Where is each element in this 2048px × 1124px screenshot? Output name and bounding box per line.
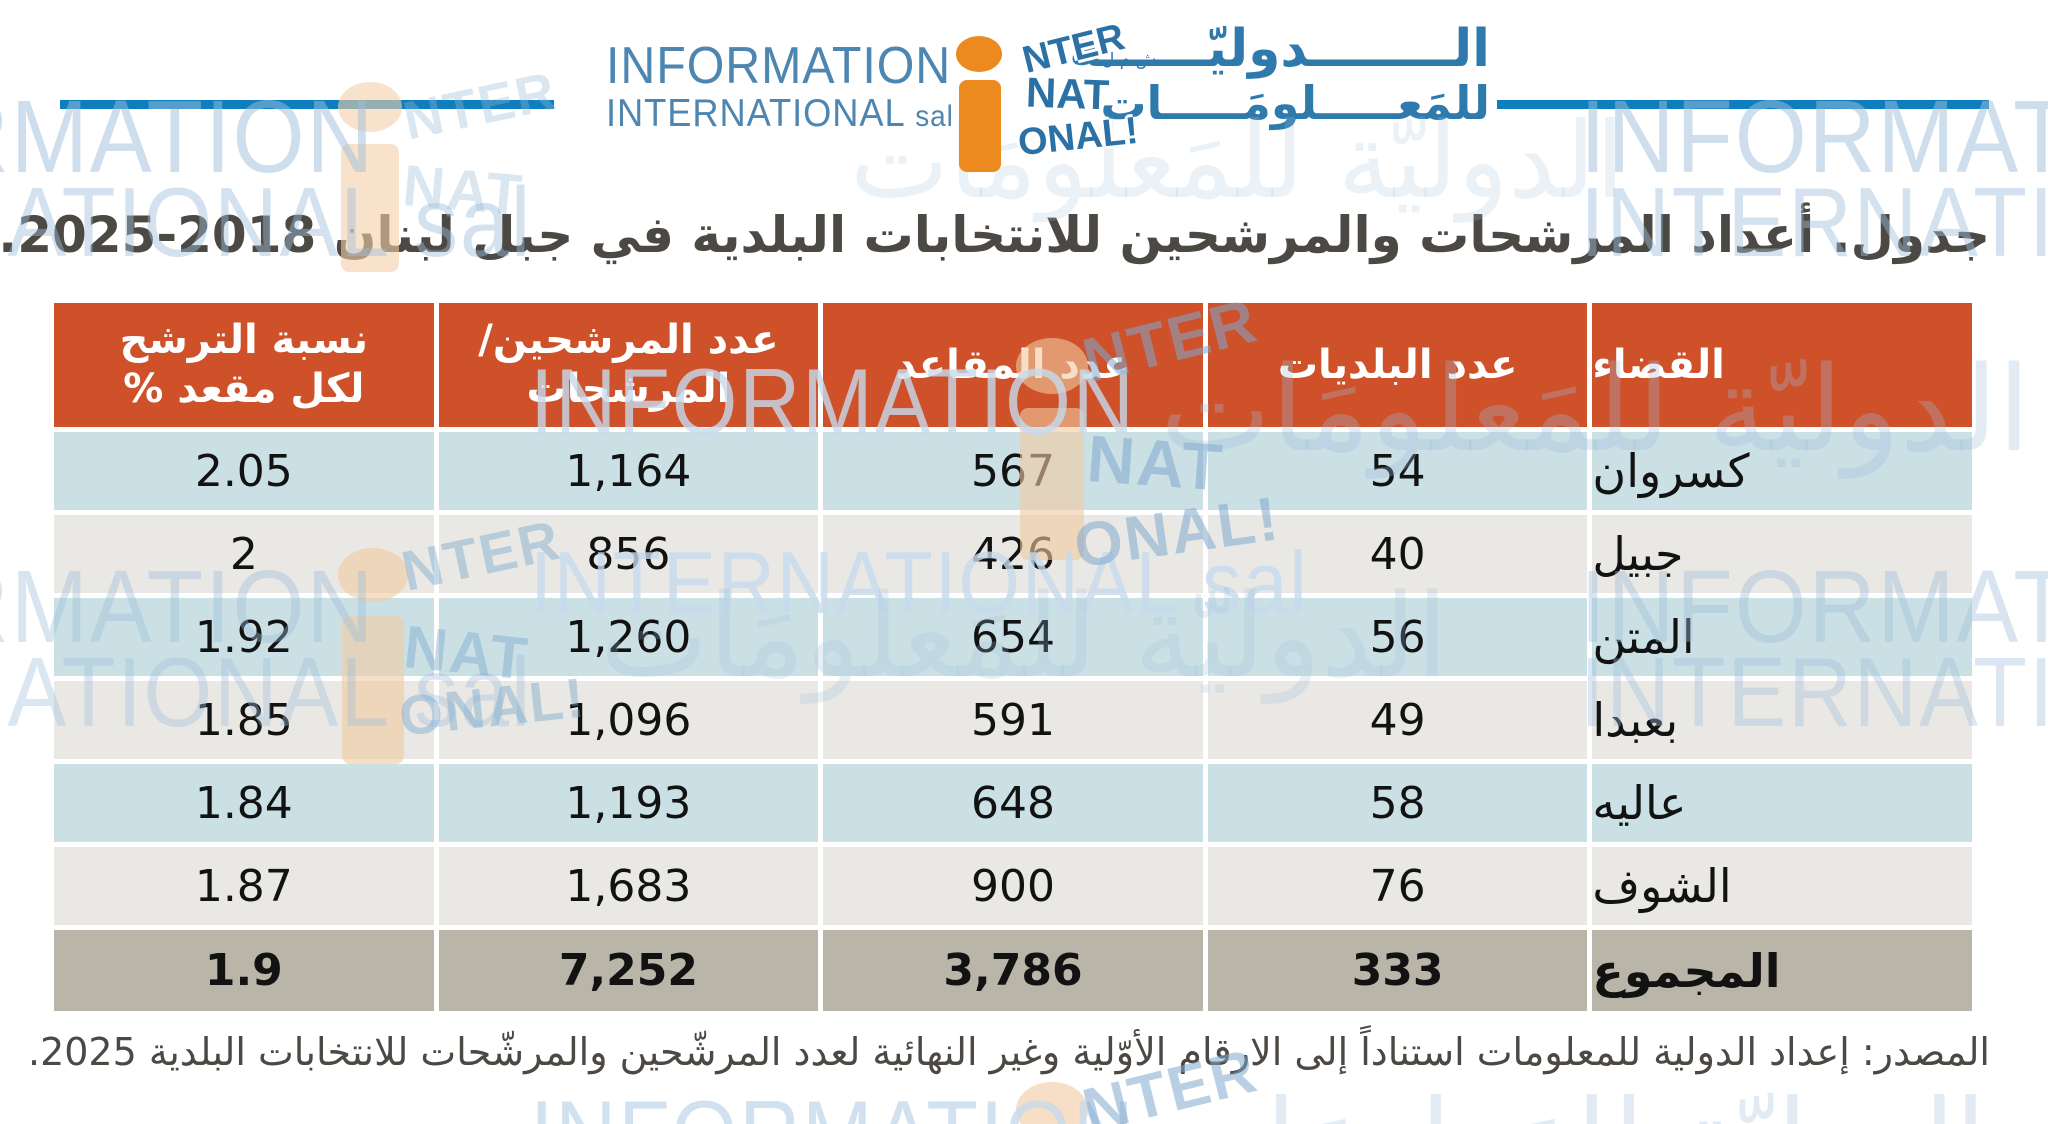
header-ratio: نسبة الترشح لكل مقعد %	[54, 303, 434, 427]
municipalities-cell: 56	[1207, 598, 1588, 676]
logo-arabic-name: الــــــــدوليّــــــة للمَعـــــلومَـــ…	[1069, 20, 1490, 130]
data-table: القضاء عدد البلديات عدد المقاعد عدد المر…	[54, 303, 1972, 1011]
district-cell: عاليه	[1592, 764, 1972, 842]
logo-sal-text: sal	[915, 100, 954, 133]
municipalities-cell: 40	[1207, 515, 1588, 593]
logo-information-text: INFORMATION	[606, 37, 952, 95]
header-seats: عدد المقاعد	[823, 303, 1203, 427]
district-cell: المتن	[1592, 598, 1972, 676]
candidates-cell: 1,096	[438, 681, 819, 759]
logo-arabic-seal: ش.م.ل	[1102, 50, 1157, 70]
logo-scatter-text: NTER NAT ONAL!	[1012, 16, 1152, 164]
district-cell: جبيل	[1592, 515, 1972, 593]
total-candidates-cell: 7,252	[438, 930, 819, 1011]
ratio-cell: 1.87	[54, 847, 434, 925]
table-title: جدول. أعداد المرشحات والمرشحين للانتخابا…	[0, 206, 1990, 264]
watermark-text: INFORMATION	[530, 1080, 1136, 1124]
candidates-cell: 1,193	[438, 764, 819, 842]
logo-scatter-nat: NAT	[1025, 68, 1111, 119]
ratio-cell: 1.85	[54, 681, 434, 759]
logo-international-text: INTERNATIONAL sal	[606, 92, 954, 135]
total-seats-cell: 3,786	[823, 930, 1203, 1011]
header-district: القضاء	[1592, 303, 1972, 427]
watermark-text: الدوليّة للمَعلومَات	[1160, 1076, 1986, 1124]
watermark-text: INFORMATI	[1580, 79, 2048, 194]
seats-cell: 591	[823, 681, 1203, 759]
logo-arabic-line1: الــــــــدوليّــــــة	[1069, 19, 1490, 79]
header-rule-right	[1497, 100, 1989, 109]
municipalities-cell: 49	[1207, 681, 1588, 759]
total-district-cell: المجموع	[1592, 930, 1972, 1011]
candidates-cell: 1,683	[438, 847, 819, 925]
ratio-cell: 1.84	[54, 764, 434, 842]
ratio-cell: 2	[54, 515, 434, 593]
municipalities-cell: 58	[1207, 764, 1588, 842]
ratio-cell: 1.92	[54, 598, 434, 676]
district-cell: بعبدا	[1592, 681, 1972, 759]
seats-cell: 654	[823, 598, 1203, 676]
seats-cell: 900	[823, 847, 1203, 925]
municipalities-cell: 54	[1207, 432, 1588, 510]
candidates-cell: 856	[438, 515, 819, 593]
watermark-text: RMATION	[0, 79, 376, 194]
total-ratio-cell: 1.9	[54, 930, 434, 1011]
company-logo: INFORMATION INTERNATIONAL sal	[606, 40, 954, 137]
seats-cell: 648	[823, 764, 1203, 842]
municipalities-cell: 76	[1207, 847, 1588, 925]
candidates-cell: 1,164	[438, 432, 819, 510]
logo-scatter-onal: ONAL!	[1016, 109, 1141, 165]
ratio-cell: 2.05	[54, 432, 434, 510]
seats-cell: 567	[823, 432, 1203, 510]
header-candidates: عدد المرشحين/ المرشحات	[438, 303, 819, 427]
total-municipalities-cell: 333	[1207, 930, 1588, 1011]
source-note: المصدر: إعداد الدولية للمعلومات استناداً…	[27, 1030, 1990, 1074]
seats-cell: 426	[823, 515, 1203, 593]
header-municipalities: عدد البلديات	[1207, 303, 1588, 427]
district-cell: الشوف	[1592, 847, 1972, 925]
header-rule-left	[60, 100, 554, 109]
district-cell: كسروان	[1592, 432, 1972, 510]
logo-arabic-line2: للمَعـــــلومَـــــات	[1100, 76, 1490, 131]
candidates-cell: 1,260	[438, 598, 819, 676]
